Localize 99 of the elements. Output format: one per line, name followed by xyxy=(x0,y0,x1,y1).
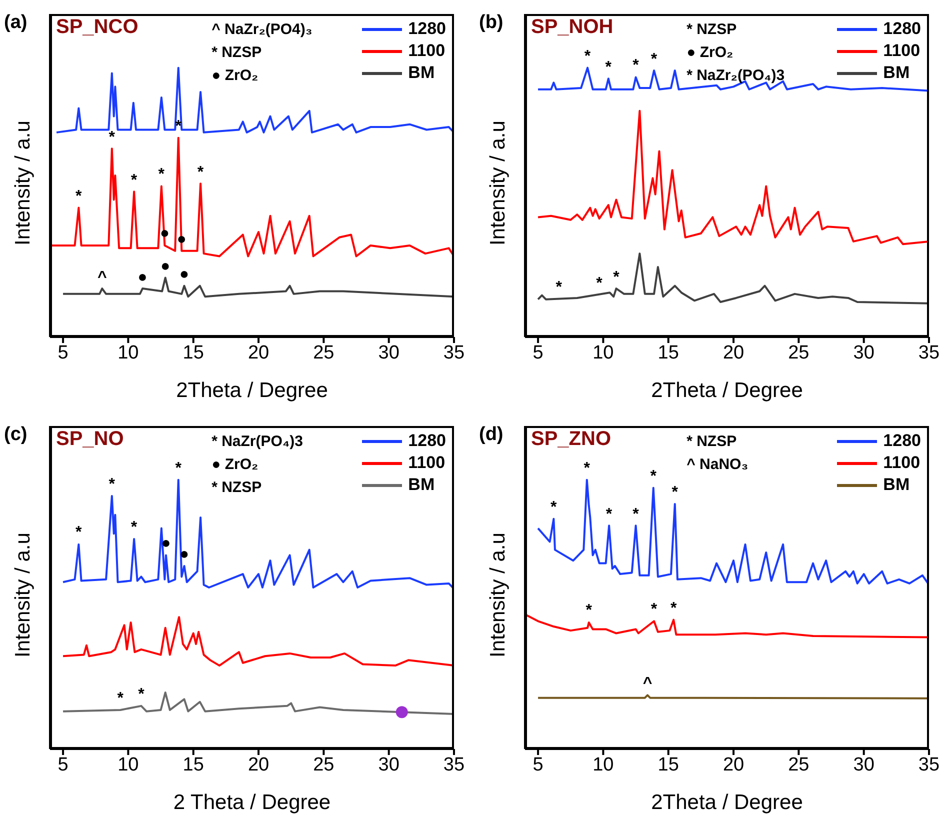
annotation: * xyxy=(606,506,612,523)
annotation: * xyxy=(108,476,116,493)
text: * NZSP xyxy=(212,43,263,63)
annotation: * xyxy=(197,164,204,181)
chart-subtitle: SP_NO xyxy=(56,428,124,451)
x-tick-label: 25 xyxy=(313,754,334,776)
annotation: * xyxy=(130,519,138,536)
legend-label: BM xyxy=(883,62,910,84)
annotation: * xyxy=(670,600,677,617)
x-tick-label: 10 xyxy=(592,754,614,776)
x-tick-label: 30 xyxy=(853,754,874,776)
legend-label: 1280 xyxy=(883,18,921,40)
x-tick-label: 35 xyxy=(918,754,940,776)
annotation: * xyxy=(550,498,557,516)
x-tick-label: 10 xyxy=(118,754,139,776)
text: * NaZr(PO₄)3 xyxy=(212,432,303,452)
chart-subtitle: SP_NOH xyxy=(531,16,614,39)
annotation: ● ZrO₂ xyxy=(212,66,260,86)
x-tick-label: 5 xyxy=(58,342,68,364)
annotation: * xyxy=(130,172,138,189)
x-tick-label: 5 xyxy=(58,754,68,776)
chart-subtitle: SP_NCO xyxy=(56,16,138,39)
x-tick-label: 15 xyxy=(658,342,679,364)
legend-label: 1280 xyxy=(883,430,921,452)
legend-label: 1100 xyxy=(883,452,920,474)
legend-label: 1280 xyxy=(408,430,446,452)
x-tick-label: 30 xyxy=(378,754,400,776)
annotation: * xyxy=(108,128,116,146)
annotation: * xyxy=(596,274,602,292)
legend-label: 1100 xyxy=(408,40,446,62)
x-tick-label: 10 xyxy=(118,342,139,364)
y-axis-title: Intensity / a.u xyxy=(486,120,510,246)
x-tick-label: 30 xyxy=(378,342,400,364)
legend-label: 1100 xyxy=(408,452,446,474)
annotation: * xyxy=(76,524,82,542)
x-tick-label: 35 xyxy=(443,342,465,364)
annotation: ● xyxy=(179,266,190,283)
x-tick-label: 20 xyxy=(248,342,270,364)
chart-title: (d) xyxy=(479,424,504,446)
text: * NZSP xyxy=(686,20,738,40)
x-tick-label: 20 xyxy=(248,754,270,776)
x-tick-label: 15 xyxy=(182,754,204,776)
text: ● ZrO₂ xyxy=(686,43,734,63)
x-tick-label: 35 xyxy=(918,342,940,364)
x-tick-label: 20 xyxy=(722,342,744,364)
x-tick-label: 25 xyxy=(788,754,810,776)
annotation: * xyxy=(632,57,639,74)
legend-label: 1100 xyxy=(883,40,920,62)
x-tick-label: 15 xyxy=(182,342,204,364)
legend-label: 1280 xyxy=(408,18,446,40)
legend-label: BM xyxy=(883,474,910,496)
text: ● ZrO₂ xyxy=(212,455,260,475)
y-axis-title: Intensity / a.u xyxy=(11,120,34,246)
x-tick-label: 10 xyxy=(592,342,614,364)
annotation: ● xyxy=(160,258,170,275)
text: ^ NaNO₃ xyxy=(686,455,748,475)
annotation: ● xyxy=(138,268,148,286)
annotation: * xyxy=(613,268,620,286)
annotation: * xyxy=(650,468,656,485)
legend-label: BM xyxy=(408,474,435,496)
annotation: * xyxy=(586,602,592,620)
annotation: * xyxy=(672,484,678,502)
text: ^ NaZr₂(PO4)₃ xyxy=(212,20,312,40)
x-tick-label: 25 xyxy=(788,342,810,364)
annotation: * xyxy=(650,50,658,68)
annotation: ^ xyxy=(642,675,652,692)
y-axis-title: Intensity / a.u xyxy=(486,532,510,658)
annotation: * xyxy=(117,690,124,707)
text: * NZSP xyxy=(686,432,738,452)
chart-title: (b) xyxy=(479,12,504,34)
x-tick-label: 30 xyxy=(853,342,874,364)
annotation: * xyxy=(650,601,658,618)
annotation: * xyxy=(605,58,612,76)
chart-title: (a) xyxy=(4,12,28,34)
annotation: * xyxy=(158,166,165,184)
annotation: * xyxy=(584,460,590,477)
x-axis-title: 2Theta / Degree xyxy=(176,379,328,402)
y-axis-title: Intensity / a.u xyxy=(11,532,34,658)
x-tick-label: 35 xyxy=(443,754,465,776)
x-tick-label: 5 xyxy=(532,754,544,776)
annotation: * NaZr₂(PO₄)3 xyxy=(686,66,785,86)
annotation: * xyxy=(175,460,182,477)
chart-title: (c) xyxy=(4,424,28,446)
x-axis-title: 2 Theta / Degree xyxy=(173,791,331,814)
annotation: * xyxy=(584,48,591,65)
x-tick-label: 25 xyxy=(313,342,334,364)
annotation: * xyxy=(138,686,144,703)
annotation: * NZSP xyxy=(212,478,263,498)
x-tick-label: 20 xyxy=(722,754,744,776)
x-tick-label: 15 xyxy=(658,754,679,776)
legend-label: BM xyxy=(408,62,435,84)
annotation: ^ xyxy=(97,268,107,286)
x-tick-label: 5 xyxy=(532,342,544,364)
x-axis-title: 2Theta / Degree xyxy=(651,791,803,814)
annotation: * xyxy=(556,278,562,296)
annotation: * xyxy=(76,188,82,205)
annotation: * xyxy=(632,506,639,523)
x-axis-title: 2Theta / Degree xyxy=(651,379,803,402)
chart-subtitle: SP_ZNO xyxy=(531,428,612,451)
